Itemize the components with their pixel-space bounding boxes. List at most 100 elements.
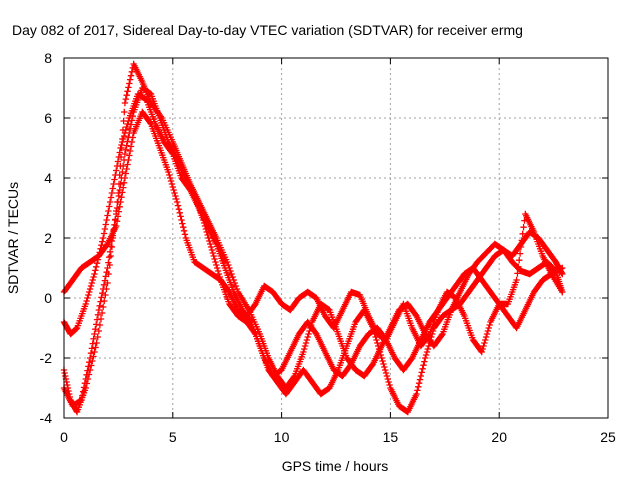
data-point — [422, 351, 430, 359]
data-point — [415, 383, 422, 390]
data-point — [84, 294, 91, 302]
data-point — [88, 345, 96, 352]
data-point — [102, 221, 109, 228]
data-point — [104, 212, 111, 219]
data-point — [108, 237, 116, 245]
data-point — [384, 375, 391, 383]
data-point — [111, 176, 118, 183]
data-point — [119, 162, 127, 170]
data-point — [172, 192, 179, 200]
data-point — [109, 232, 116, 239]
data-point — [93, 321, 100, 328]
data-point — [90, 273, 97, 281]
data-point — [108, 189, 116, 197]
data-point — [514, 270, 521, 277]
data-point — [382, 369, 390, 377]
data-point — [301, 345, 308, 353]
data-point — [379, 357, 386, 365]
data-point — [124, 161, 131, 168]
data-point — [103, 216, 110, 224]
data-point — [90, 335, 97, 342]
data-point — [424, 345, 432, 353]
data-point — [80, 384, 88, 391]
data-point — [520, 224, 527, 231]
data-point — [559, 288, 566, 296]
data-point — [228, 270, 235, 278]
data-point — [101, 225, 109, 233]
y-tick-label: -2 — [40, 350, 53, 366]
data-point — [415, 380, 423, 387]
data-point — [107, 243, 115, 250]
data-point — [129, 113, 136, 120]
data-point — [99, 285, 107, 293]
data-point — [93, 263, 100, 270]
data-point — [483, 330, 491, 338]
data-point — [425, 342, 432, 350]
data-point — [113, 167, 120, 174]
y-tick-label: 0 — [44, 290, 52, 306]
data-point — [213, 261, 220, 269]
data-point — [120, 132, 128, 140]
data-point — [123, 92, 130, 99]
data-point — [98, 294, 105, 301]
data-point — [215, 270, 223, 278]
data-point — [126, 129, 133, 137]
data-point — [166, 174, 174, 182]
data-point — [78, 396, 85, 404]
data-point — [105, 259, 112, 266]
data-point — [120, 179, 128, 186]
data-point — [167, 177, 175, 185]
data-point — [207, 240, 214, 248]
data-point — [107, 194, 115, 201]
data-point — [94, 311, 102, 318]
data-point — [122, 126, 129, 134]
data-point — [216, 273, 224, 281]
data-point — [94, 333, 101, 341]
data-point — [101, 277, 109, 284]
data-point — [301, 342, 309, 350]
data-point — [85, 363, 92, 370]
data-point — [377, 351, 385, 359]
data-point — [106, 203, 113, 210]
data-point — [171, 189, 178, 197]
y-tick-label: 6 — [44, 110, 52, 126]
data-point — [88, 362, 95, 369]
data-point — [87, 350, 95, 357]
data-point — [146, 119, 154, 126]
data-point — [122, 146, 129, 153]
data-point — [174, 202, 182, 209]
data-point — [112, 171, 119, 179]
data-point — [87, 282, 95, 290]
data-point — [519, 230, 526, 237]
data-point — [485, 324, 492, 332]
data-point — [92, 267, 99, 274]
data-point — [484, 327, 492, 335]
data-point — [104, 264, 111, 272]
data-point — [482, 333, 490, 341]
x-axis-label: GPS time / hours — [282, 458, 389, 474]
data-point — [376, 348, 384, 356]
data-point — [168, 180, 176, 188]
series-track-2 — [60, 90, 566, 416]
data-point — [85, 291, 92, 299]
y-axis-label: SDTVAR / TECUs — [5, 182, 21, 294]
data-point — [166, 171, 173, 179]
data-point — [559, 264, 566, 272]
data-point — [201, 222, 209, 230]
data-point — [375, 345, 383, 353]
data-point — [173, 195, 180, 203]
data-point — [119, 184, 127, 191]
data-point — [173, 198, 181, 206]
data-point — [209, 249, 217, 257]
data-point — [426, 339, 433, 347]
data-point — [300, 348, 307, 356]
y-tick-label: 4 — [44, 170, 52, 186]
data-point — [86, 288, 93, 296]
data-point — [211, 255, 218, 263]
data-point — [421, 358, 428, 365]
data-point — [112, 216, 119, 223]
data-point — [117, 144, 124, 152]
data-point — [118, 174, 125, 182]
data-point — [303, 336, 311, 344]
